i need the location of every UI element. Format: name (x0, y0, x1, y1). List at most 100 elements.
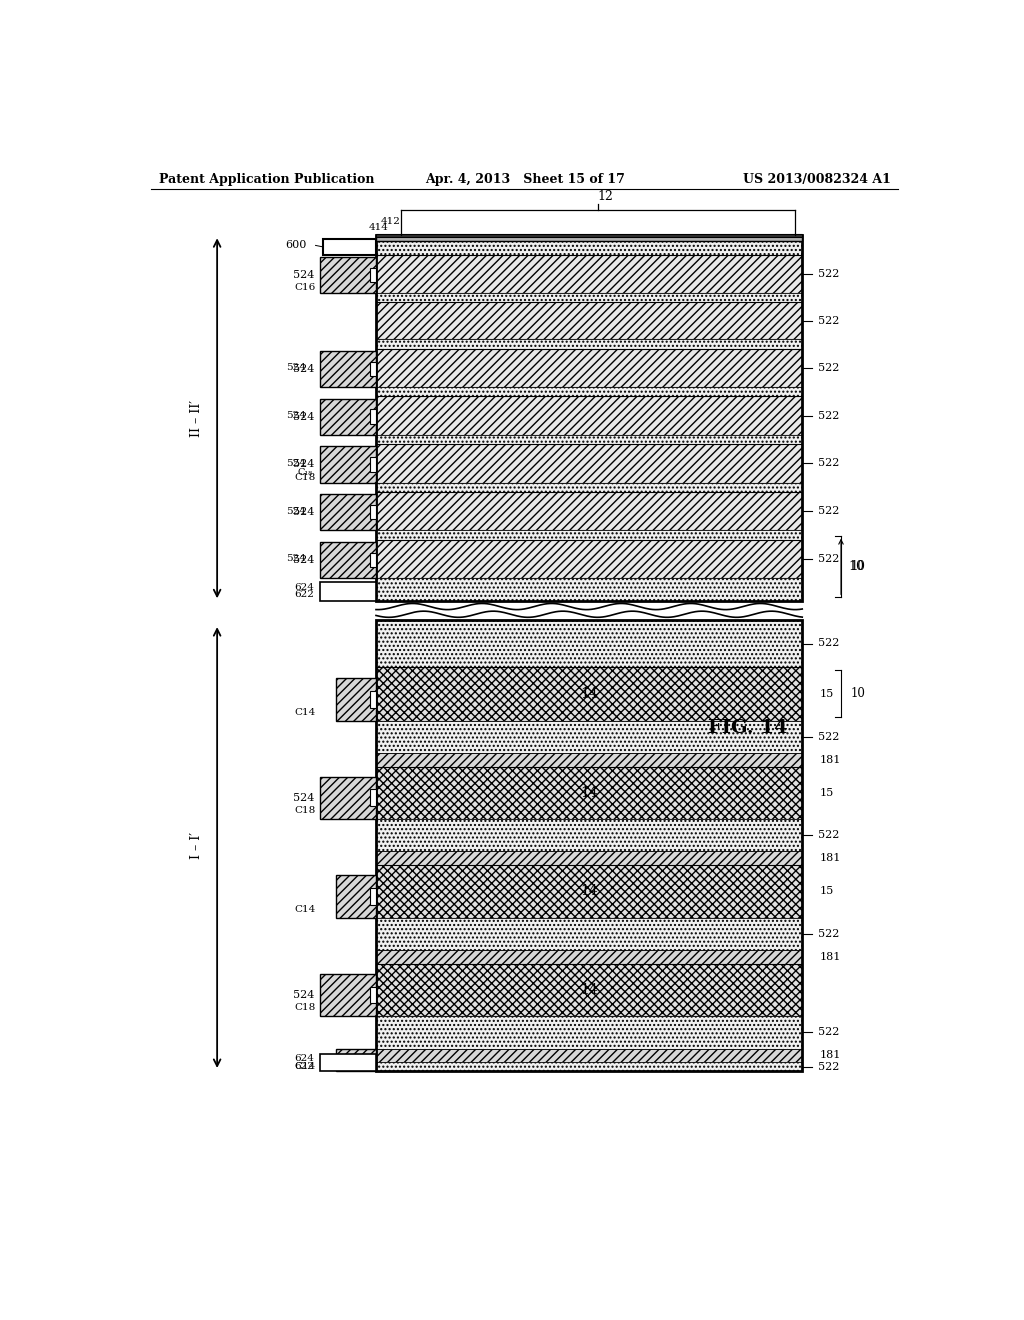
Bar (321, 399, 376, 434)
Text: 522: 522 (818, 731, 839, 742)
Text: 600: 600 (285, 240, 306, 251)
Text: 14: 14 (581, 785, 598, 800)
Bar (376, 667, 802, 721)
Bar (376, 492, 802, 531)
Text: 522: 522 (818, 411, 839, 421)
Bar (370, 457, 376, 471)
Text: 181: 181 (820, 755, 842, 764)
Bar (370, 268, 376, 282)
Bar (321, 351, 376, 387)
Text: 522: 522 (818, 269, 839, 279)
Text: 524: 524 (293, 412, 314, 421)
Text: Apr. 4, 2013   Sheet 15 of 17: Apr. 4, 2013 Sheet 15 of 17 (425, 173, 625, 186)
Text: 14: 14 (581, 686, 598, 701)
Text: 15: 15 (820, 887, 835, 896)
Text: 622: 622 (294, 590, 314, 599)
Bar (321, 974, 376, 1016)
Bar (321, 257, 376, 293)
Text: II – II′: II – II′ (189, 400, 203, 437)
Bar (376, 434, 802, 444)
Text: 622: 622 (294, 1061, 314, 1071)
Text: 181: 181 (820, 1051, 842, 1060)
Bar (370, 506, 376, 520)
Bar (376, 1016, 802, 1048)
Text: 524: 524 (286, 411, 305, 420)
Text: 181: 181 (820, 952, 842, 962)
Bar (370, 888, 376, 906)
Bar (376, 387, 802, 396)
Bar (370, 789, 376, 807)
Text: C18: C18 (294, 473, 315, 482)
Text: FIG. 14: FIG. 14 (709, 719, 787, 737)
Text: 524: 524 (286, 363, 305, 372)
Bar (376, 235, 802, 601)
Text: 524: 524 (286, 507, 305, 516)
Bar (376, 578, 802, 601)
Text: 181: 181 (820, 853, 842, 863)
Bar (321, 494, 376, 531)
Bar (370, 1056, 376, 1064)
Bar (376, 339, 802, 348)
Text: 624: 624 (294, 1055, 314, 1063)
Bar (321, 582, 376, 601)
Bar (336, 1049, 376, 1071)
Text: C18: C18 (294, 807, 315, 814)
Bar (376, 444, 802, 483)
Text: 524: 524 (293, 459, 314, 470)
Bar (376, 302, 802, 339)
Text: 522: 522 (818, 830, 839, 841)
Text: C14: C14 (294, 708, 315, 717)
Text: 524: 524 (293, 364, 314, 374)
Bar (376, 1063, 802, 1071)
Bar (376, 235, 802, 240)
Bar (376, 917, 802, 950)
Text: 522: 522 (818, 929, 839, 939)
Bar (376, 348, 802, 387)
Bar (376, 866, 802, 917)
Text: 15: 15 (820, 689, 835, 698)
Text: 522: 522 (818, 1061, 839, 1072)
Bar (370, 690, 376, 708)
Text: 414: 414 (369, 223, 388, 232)
Text: 15: 15 (820, 788, 835, 797)
Text: 522: 522 (818, 1027, 839, 1038)
Text: 524: 524 (286, 459, 305, 467)
Bar (376, 234, 802, 238)
Text: 524: 524 (293, 793, 314, 803)
Text: 10: 10 (850, 686, 865, 700)
Bar (376, 1048, 802, 1063)
Text: 524: 524 (286, 554, 305, 564)
Bar (376, 818, 802, 851)
Bar (321, 776, 376, 818)
Text: 522: 522 (818, 315, 839, 326)
Bar (370, 986, 376, 1003)
Text: C16: C16 (294, 284, 315, 292)
Text: I – I′: I – I′ (189, 832, 203, 859)
Text: C14: C14 (294, 904, 315, 913)
Bar (370, 362, 376, 376)
Text: 522: 522 (818, 554, 839, 564)
Text: 524: 524 (293, 507, 314, 517)
Bar (376, 964, 802, 1016)
Text: 522: 522 (818, 363, 839, 372)
Text: 624: 624 (294, 583, 314, 591)
Text: US 2013/0082324 A1: US 2013/0082324 A1 (742, 173, 891, 186)
Text: 14: 14 (581, 884, 598, 899)
Bar (376, 540, 802, 578)
Text: C₁₈: C₁₈ (297, 469, 312, 477)
Bar (376, 235, 802, 255)
Bar (336, 875, 376, 917)
Bar (376, 531, 802, 540)
Bar (321, 1053, 376, 1071)
Text: 12: 12 (597, 190, 613, 203)
Text: 522: 522 (818, 506, 839, 516)
Text: 522: 522 (818, 639, 839, 648)
Bar (376, 767, 802, 818)
Text: 14: 14 (581, 983, 598, 997)
Text: 524: 524 (293, 990, 314, 1001)
Bar (324, 239, 376, 255)
Text: 522: 522 (818, 458, 839, 469)
Text: 412: 412 (381, 216, 400, 226)
Bar (376, 255, 802, 293)
Bar (376, 396, 802, 434)
